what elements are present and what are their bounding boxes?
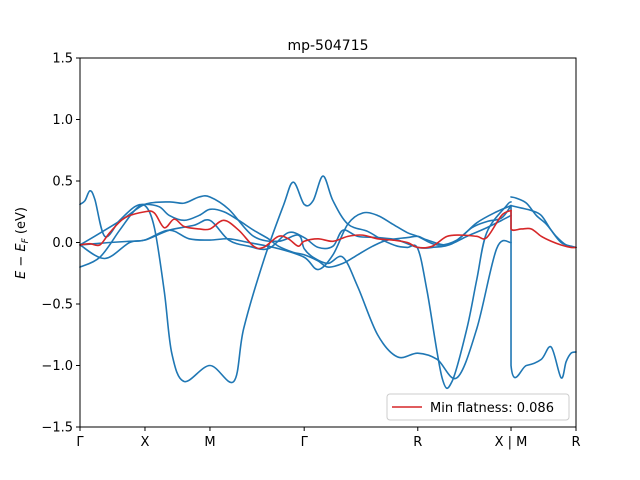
band-line-8 (79, 209, 512, 250)
y-axis-label-main: E − E (14, 243, 29, 279)
x-axis: Γ X M Γ R X | M R (76, 427, 581, 450)
y-tick-label-4: 0.5 (52, 175, 73, 190)
x-tick-label-6: R (571, 435, 580, 450)
band-line-9 (510, 209, 577, 249)
y-tick-label-0: −1.5 (41, 421, 73, 436)
legend: Min flatness: 0.086 (386, 393, 570, 421)
y-tick-label-6: 1.5 (52, 52, 73, 67)
y-axis-label-unit: (eV) (14, 207, 29, 238)
y-tick-label-2: −0.5 (41, 298, 73, 313)
legend-box (386, 393, 570, 421)
series-layer (79, 175, 577, 390)
y-tick-label-3: 0.0 (52, 236, 73, 251)
x-tick-label-1: X (141, 435, 150, 450)
x-tick-label-2: M (204, 435, 215, 450)
plot-frame (79, 57, 577, 428)
band-line-5 (510, 204, 577, 379)
x-tick-label-5: X | M (495, 435, 528, 450)
band-line-0 (79, 190, 512, 268)
band-line-3 (79, 195, 512, 380)
band-line-4 (79, 204, 512, 271)
y-tick-label-1: −1.0 (41, 359, 73, 374)
x-tick-label-3: Γ (301, 435, 309, 450)
y-axis-label-sub: F (21, 237, 31, 243)
x-tick-label-4: R (413, 435, 422, 450)
x-tick-label-0: Γ (76, 435, 84, 450)
band-line-7 (510, 204, 577, 249)
band-line-6 (510, 196, 577, 249)
y-axis-label: E − EF (eV) (14, 207, 31, 279)
chart-title: mp-504715 (287, 38, 368, 54)
legend-label: Min flatness: 0.086 (430, 401, 554, 416)
y-tick-label-5: 1.0 (52, 113, 73, 128)
band-line-1 (79, 175, 512, 390)
y-axis: −1.5 −1.0 −0.5 0.0 0.5 1.0 1.5 (41, 52, 80, 436)
